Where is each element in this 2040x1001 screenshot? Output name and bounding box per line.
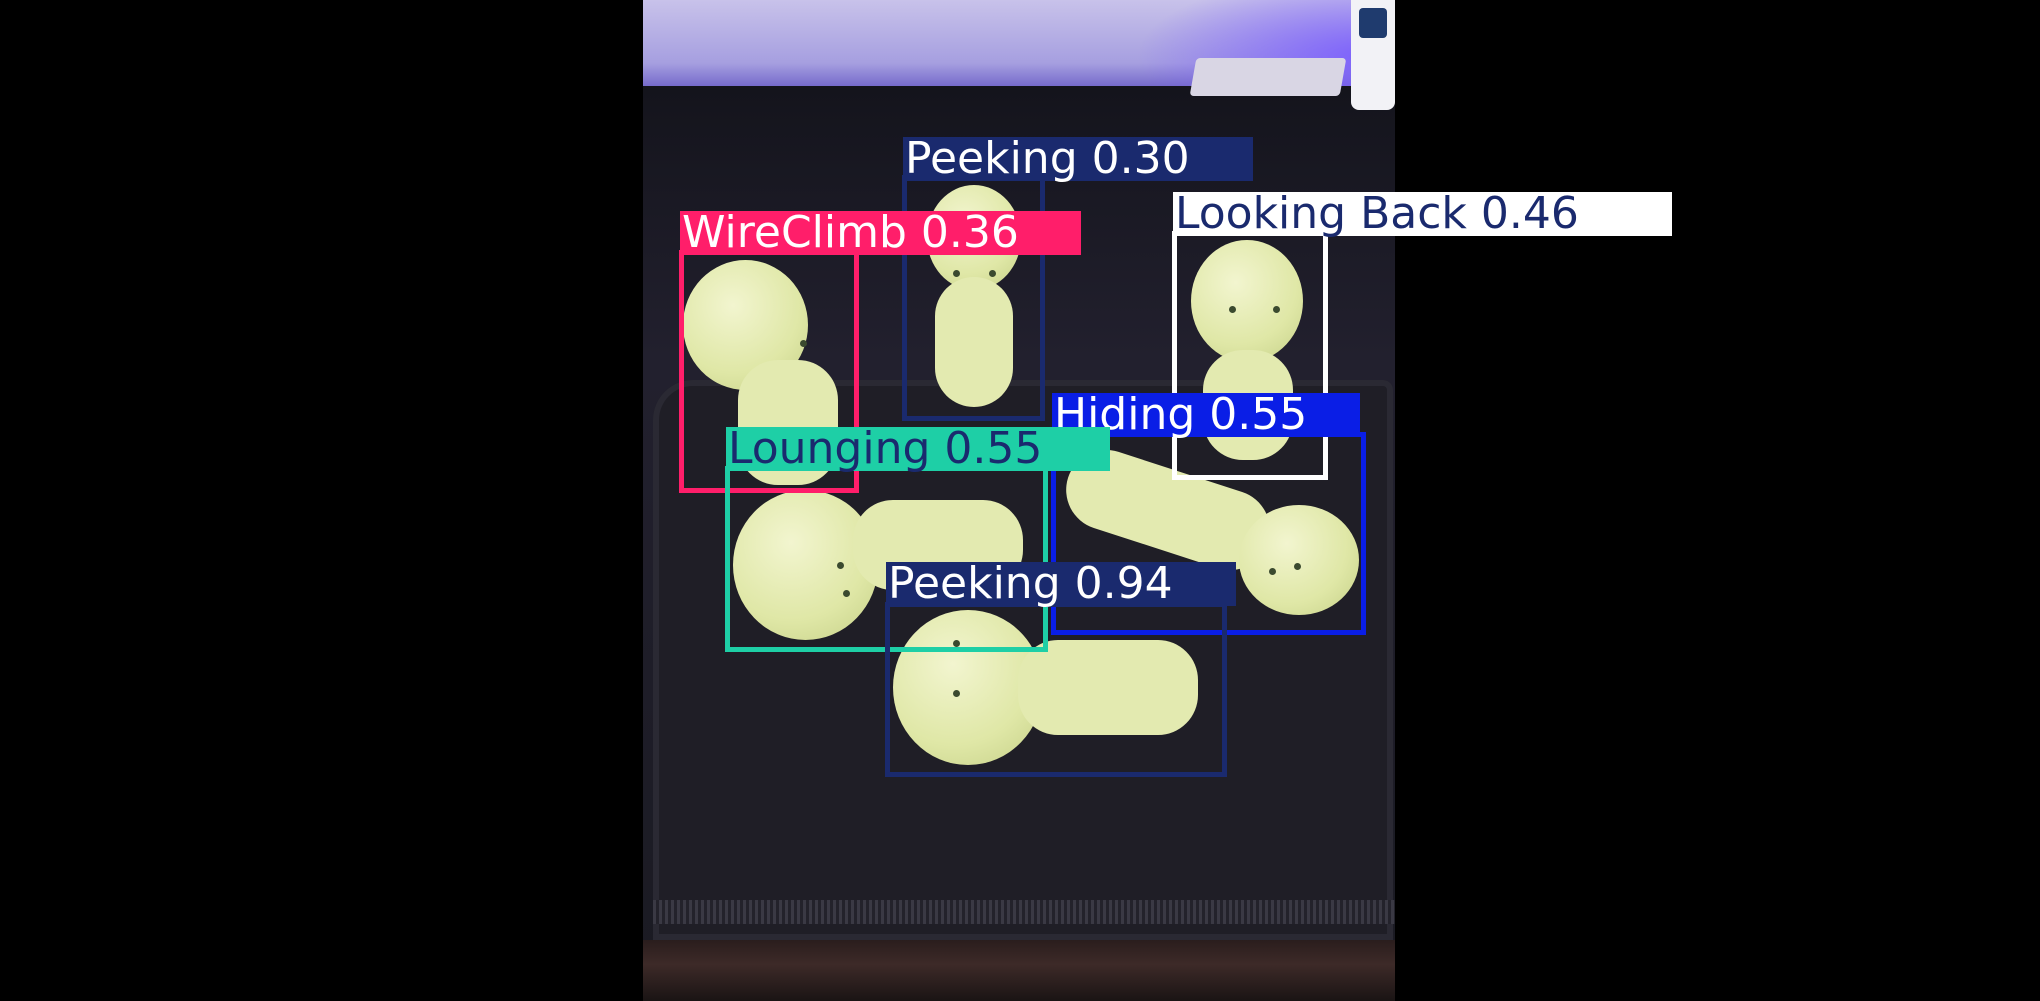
detection-label-wireclimb: WireClimb 0.36 (680, 211, 1081, 255)
detection-label-lounging: Lounging 0.55 (726, 427, 1110, 471)
figure-peeking-bottom (893, 610, 1223, 780)
detection-box-peeking-bottom (885, 602, 1227, 777)
detection-label-peeking-top: Peeking 0.30 (903, 137, 1253, 181)
mug (1351, 0, 1395, 110)
desk-mat-edge (653, 900, 1395, 924)
desk-edge (643, 940, 1395, 1001)
tray (1189, 58, 1347, 96)
detection-label-looking-back: Looking Back 0.46 (1173, 192, 1672, 236)
figure-hiding (1055, 439, 1393, 620)
detection-label-peeking-bottom: Peeking 0.94 (886, 562, 1236, 606)
